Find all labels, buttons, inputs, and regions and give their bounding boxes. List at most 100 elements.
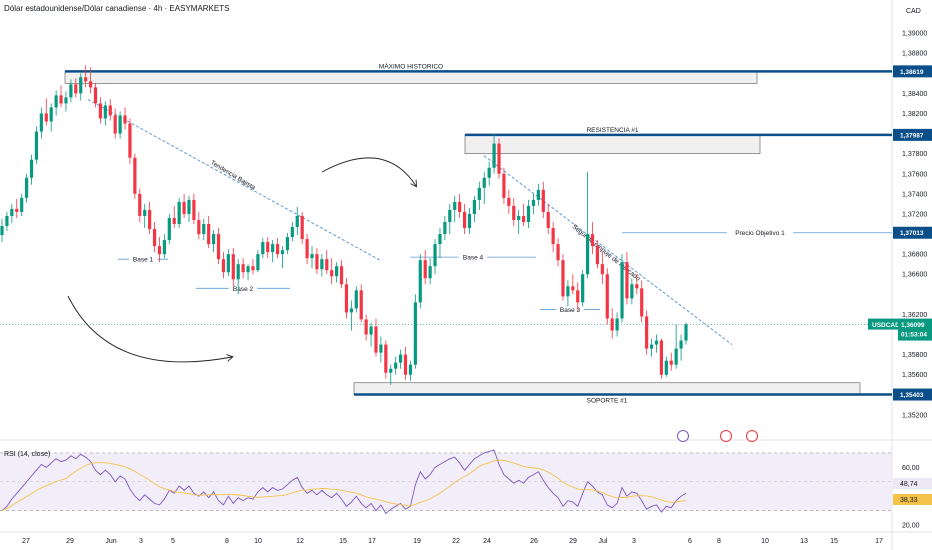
candle-body bbox=[453, 201, 457, 210]
candle-body bbox=[522, 215, 526, 222]
candle-body bbox=[443, 221, 447, 235]
candle-body bbox=[344, 284, 349, 313]
candle-body bbox=[635, 284, 639, 289]
candle-body bbox=[128, 123, 132, 158]
price-tag bbox=[893, 226, 932, 239]
candle-body bbox=[118, 115, 122, 134]
candle-body bbox=[64, 97, 68, 104]
candle-body bbox=[25, 177, 29, 198]
candle-body bbox=[295, 215, 299, 228]
line-label: Precio Objetivo 1 bbox=[735, 230, 785, 237]
candle-body bbox=[482, 177, 486, 188]
line-label: Base 2 bbox=[233, 286, 254, 293]
candle-body bbox=[113, 115, 117, 134]
candle-body bbox=[502, 173, 506, 198]
candle-body bbox=[133, 157, 137, 194]
candle-body bbox=[138, 193, 142, 216]
candle-body bbox=[211, 234, 216, 245]
line-label: Base 4 bbox=[463, 255, 484, 262]
candle-body bbox=[172, 217, 176, 224]
zone-label: RESISTENCIA #1 bbox=[586, 127, 638, 134]
candle-body bbox=[108, 105, 112, 116]
candle-body bbox=[192, 199, 196, 220]
candle-body bbox=[566, 286, 570, 297]
candle-body bbox=[645, 316, 649, 349]
symbol-tag bbox=[868, 318, 898, 330]
candle-body bbox=[497, 143, 501, 174]
line-label-bg bbox=[727, 227, 793, 238]
candle-body bbox=[197, 219, 201, 235]
candle-body bbox=[620, 262, 624, 319]
x-tick-label: 29 bbox=[66, 538, 74, 545]
y-tick-label: 1,37600 bbox=[902, 171, 927, 178]
x-tick-label: 5 bbox=[171, 538, 175, 545]
trendline-label: Segundo empuje de mercado bbox=[571, 223, 642, 282]
candle-body bbox=[280, 250, 285, 255]
candle-body bbox=[581, 274, 585, 303]
candle-body bbox=[330, 270, 334, 277]
candle-body bbox=[472, 199, 477, 214]
candle-body bbox=[103, 105, 107, 119]
y-tick-label: 1,36200 bbox=[902, 312, 927, 319]
candle-body bbox=[34, 131, 39, 160]
candle-body bbox=[649, 344, 654, 349]
candle-body bbox=[654, 340, 659, 345]
candle-body bbox=[684, 324, 688, 341]
price-tag bbox=[893, 388, 932, 401]
candle-body bbox=[74, 84, 78, 94]
candle-body bbox=[487, 167, 491, 178]
candle-body bbox=[679, 340, 683, 349]
candle-body bbox=[177, 201, 181, 224]
x-tick-label: 12 bbox=[296, 538, 304, 545]
price-tag-label: 1,38619 bbox=[900, 69, 924, 76]
candle-body bbox=[335, 266, 339, 277]
event-icon bbox=[720, 430, 732, 442]
candle-body bbox=[398, 354, 403, 363]
y-tick-label: 1,37400 bbox=[902, 191, 927, 198]
candle-body bbox=[526, 205, 531, 222]
curved-arrow-up bbox=[67, 295, 232, 363]
y-tick-label: 1,37800 bbox=[902, 151, 927, 158]
y-tick-label: 1,38400 bbox=[902, 91, 927, 98]
candle-body bbox=[59, 95, 63, 104]
x-tick-label: 3 bbox=[139, 538, 143, 545]
candle-body bbox=[551, 228, 555, 245]
candle-body bbox=[605, 274, 609, 319]
line-label: Base 1 bbox=[133, 257, 154, 264]
candle-body bbox=[600, 264, 604, 275]
zone-label: MÁXIMO HISTORICO bbox=[379, 61, 443, 70]
candle-body bbox=[462, 211, 467, 229]
rsi-value-label: 48,74 bbox=[900, 481, 918, 488]
rsi-ma-value-tag bbox=[893, 494, 932, 505]
candle-body bbox=[143, 209, 147, 216]
candle-body bbox=[403, 354, 408, 375]
trendline-label: Tendencia Bajista bbox=[209, 159, 257, 191]
candle-body bbox=[98, 103, 103, 119]
candle-body bbox=[585, 234, 590, 275]
candle-body bbox=[408, 364, 413, 375]
candle-body bbox=[536, 189, 540, 200]
candle-body bbox=[423, 260, 427, 279]
candle-body bbox=[669, 360, 673, 365]
line-label-bg bbox=[128, 254, 158, 265]
x-tick-label: 29 bbox=[569, 538, 577, 545]
candle-body bbox=[202, 224, 206, 235]
candle-body bbox=[659, 340, 663, 375]
candle-body bbox=[541, 189, 545, 212]
candle-body bbox=[162, 240, 166, 255]
x-tick-label: 24 bbox=[483, 538, 491, 545]
candle-body bbox=[418, 260, 422, 303]
x-tick-label: 27 bbox=[22, 538, 30, 545]
candle-body bbox=[448, 209, 452, 222]
candle-body bbox=[207, 224, 211, 245]
candle-body bbox=[507, 197, 511, 206]
zone-box bbox=[464, 134, 761, 154]
y-tick-label: 1,35600 bbox=[902, 372, 927, 379]
x-tick-label: 15 bbox=[830, 538, 838, 545]
y-tick-label: 1,35200 bbox=[902, 412, 927, 419]
x-tick-label: 8 bbox=[225, 538, 229, 545]
trendline bbox=[87, 98, 381, 261]
x-tick-label: 13 bbox=[800, 538, 808, 545]
symbol-tag-label: USDCAD bbox=[872, 322, 900, 329]
